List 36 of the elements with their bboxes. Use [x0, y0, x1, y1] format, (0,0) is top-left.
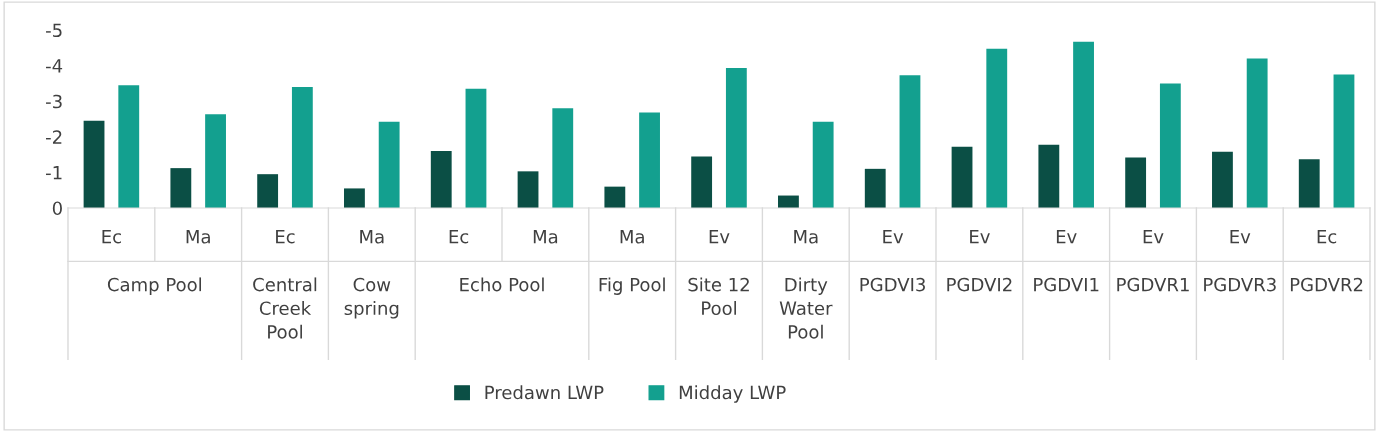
x-tick-label: Ec	[1317, 230, 1337, 244]
text: Dirty Water Pool	[779, 277, 833, 339]
text: PGDVR2	[1290, 277, 1363, 292]
y-tick-label: -5	[46, 23, 62, 38]
x-tick-label: Ev	[970, 230, 990, 244]
x-tick-label: Ev	[1230, 230, 1251, 244]
text: Fig Pool	[599, 277, 665, 295]
x-tick-label: Ev	[709, 230, 730, 244]
y-tick-label: 0	[52, 201, 62, 216]
text: PGDVR1	[1117, 277, 1189, 292]
x-tick-label: Ev	[883, 230, 904, 244]
x-tick-label: Ec	[449, 230, 469, 244]
text: Central Creek Pool	[253, 277, 317, 339]
text: Site 12 Pool	[688, 277, 749, 316]
x-tick-label: Ma	[620, 230, 644, 244]
legend-label: Predawn LWP	[485, 385, 604, 400]
y-tick-label: -2	[46, 130, 62, 144]
text: PGDVI1	[1034, 277, 1099, 292]
x-tick-label: Ma	[360, 230, 384, 244]
text: Camp Pool	[107, 277, 202, 295]
text: PGDVI3	[860, 277, 925, 292]
x-tick-label: Ma	[533, 230, 558, 244]
x-tick-label: Ec	[102, 230, 121, 244]
text: Echo Pool	[460, 277, 544, 292]
y-tick-label: -4	[46, 59, 63, 73]
text: Cow spring	[344, 277, 399, 319]
x-tick-label: Ev	[1056, 230, 1077, 244]
x-tick-label: Ev	[1143, 230, 1164, 244]
y-tick-label: -1	[46, 166, 62, 180]
x-tick-label: Ma	[186, 230, 210, 244]
legend-label: Midday LWP	[679, 385, 786, 403]
text: PGDVI2	[947, 277, 1012, 292]
x-tick-label: Ec	[276, 230, 295, 244]
y-tick-label: -3	[46, 94, 62, 109]
text: PGDVR3	[1204, 277, 1276, 292]
x-tick-label: Ma	[794, 230, 818, 244]
